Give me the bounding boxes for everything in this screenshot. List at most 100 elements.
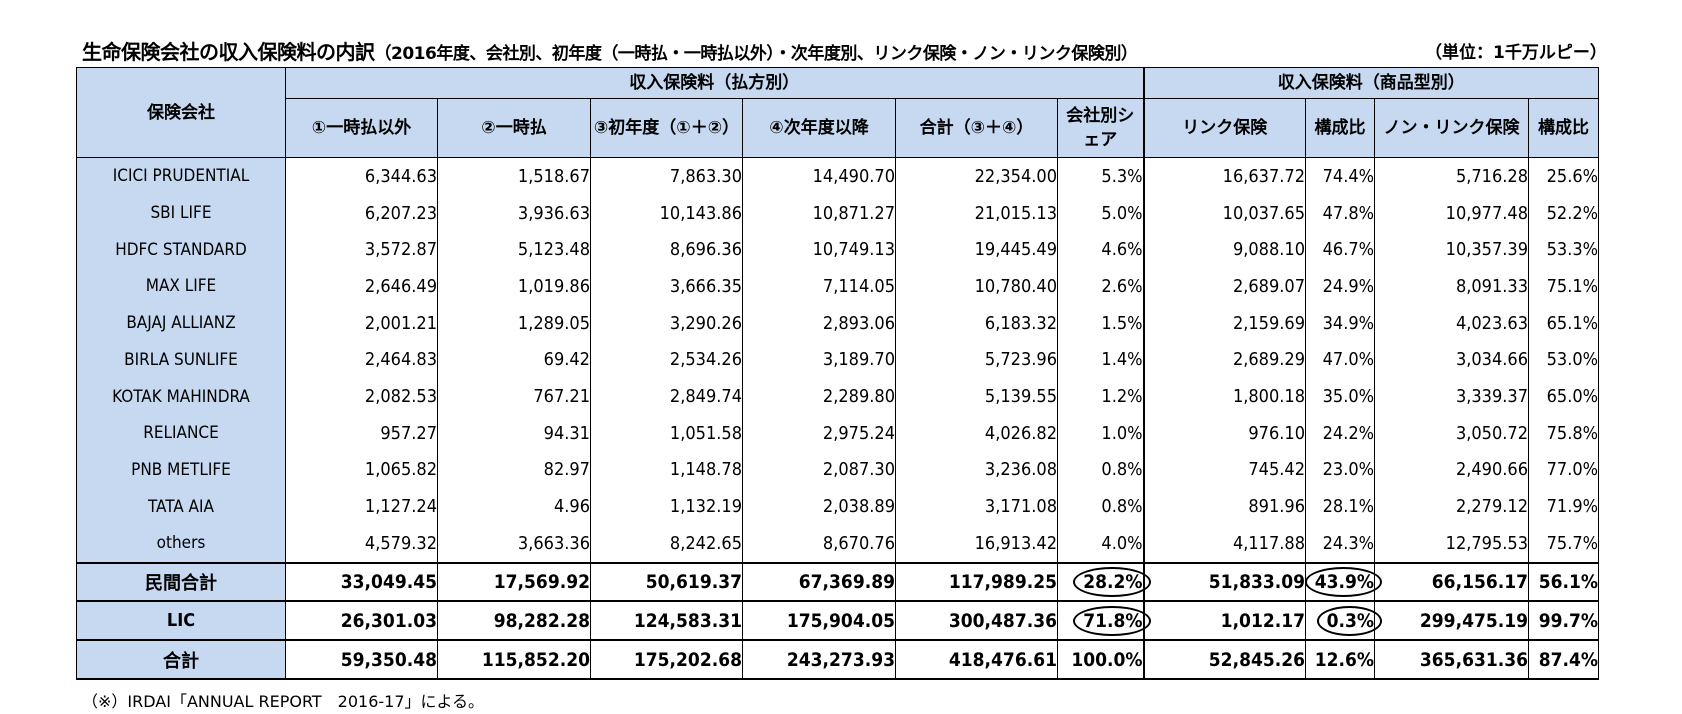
cell-c2: 82.97 <box>437 451 591 489</box>
cell-c6: 4.0% <box>1056 525 1145 563</box>
cell-c6: 0.8% <box>1056 488 1145 526</box>
cell-c7: 745.42 <box>1142 451 1307 489</box>
cell-c8: 12.6% <box>1305 639 1376 680</box>
cell-c3: 3,666.35 <box>590 268 743 305</box>
cell-c1: 2,001.21 <box>285 304 438 342</box>
cell-c2: 69.42 <box>437 341 591 379</box>
cell-c6: 1.0% <box>1056 414 1145 452</box>
cell-c1: 26,301.03 <box>285 600 438 642</box>
cell-c9: 4,023.63 <box>1374 304 1530 342</box>
cell-c3: 1,051.58 <box>590 414 743 452</box>
cell-c7: 2,159.69 <box>1142 304 1307 342</box>
cell-c2: 4.96 <box>437 488 591 526</box>
cell-c3: 2,534.26 <box>590 341 743 379</box>
cell-c4: 7,114.05 <box>742 268 896 305</box>
header-col-1-text: ①一時払以外 <box>311 118 412 138</box>
header-col-3-text: ③初年度（①＋②） <box>593 118 740 138</box>
cell-c7: 1,800.18 <box>1142 378 1307 415</box>
table-row: TATA AIA 1,127.24 4.96 1,132.19 2,038.89 3,17… <box>76 488 1600 526</box>
cell-c1: 1,127.24 <box>285 488 438 526</box>
table-row: BIRLA SUNLIFE 2,464.83 69.42 2,534.26 3,189.… <box>76 341 1600 379</box>
cell-c1: 2,464.83 <box>285 341 438 379</box>
row-company-name: SBI LIFE <box>76 194 286 232</box>
cell-c1: 59,350.48 <box>285 639 438 680</box>
premium-table: 保険会社 収入保険料（払方別） 収入保険料（商品型別） ①一時払以外 ②一時払 … <box>76 67 1600 680</box>
highlight-circle <box>1304 567 1383 598</box>
row-company-name: TATA AIA <box>76 488 286 526</box>
cell-c4: 3,189.70 <box>742 341 896 379</box>
row-company-name: MAX LIFE <box>76 268 286 305</box>
cell-c10: 52.2% <box>1528 194 1600 232</box>
cell-c6: 1.2% <box>1056 378 1145 415</box>
row-company-name: RELIANCE <box>76 414 286 452</box>
cell-c4: 175,904.05 <box>742 600 896 642</box>
cell-c4: 10,871.27 <box>742 194 896 232</box>
source-note: （※）IRDAI「ANNUAL REPORT 2016-17」による。 <box>82 692 485 711</box>
cell-c2: 98,282.28 <box>437 600 591 642</box>
circled-value: 0.3% <box>1316 605 1383 636</box>
table-row: others 4,579.32 3,663.36 8,242.65 8,670.76 16… <box>76 525 1600 563</box>
row-company-name: ICICI PRUDENTIAL <box>76 157 286 195</box>
cell-c10: 56.1% <box>1528 561 1600 603</box>
header-group-product: 収入保険料（商品型別） <box>1142 67 1600 99</box>
cell-c7: 10,037.65 <box>1142 194 1307 232</box>
cell-c7: 51,833.09 <box>1142 561 1307 603</box>
cell-c2: 5,123.48 <box>437 231 591 269</box>
cell-c8: 0.3% <box>1305 600 1383 642</box>
cell-c7: 976.10 <box>1142 414 1307 452</box>
circled-value: 28.2% <box>1073 567 1151 598</box>
header-col-8: 構成比 <box>1305 98 1376 158</box>
header-company: 保険会社 <box>76 67 286 158</box>
cell-c4: 2,038.89 <box>742 488 896 526</box>
cell-c8: 43.9% <box>1304 561 1383 603</box>
table-row: SBI LIFE 6,207.23 3,936.63 10,143.86 10,871.… <box>76 194 1600 232</box>
cell-c3: 50,619.37 <box>590 561 743 603</box>
table-row: ICICI PRUDENTIAL 6,344.63 1,518.67 7,863.30… <box>76 157 1600 195</box>
cell-c8: 24.2% <box>1305 414 1376 452</box>
cell-c9: 12,795.53 <box>1374 525 1530 563</box>
cell-c10: 65.1% <box>1528 304 1600 342</box>
header-group-payment: 収入保険料（払方別） <box>284 67 1145 99</box>
total-row: 合計 59,350.48 115,852.20 175,202.68 243,273.9… <box>76 639 1600 680</box>
cell-c6: 1.5% <box>1056 304 1145 342</box>
cell-c10: 75.7% <box>1528 525 1600 563</box>
cell-c7: 9,088.10 <box>1142 231 1307 269</box>
row-company-name: PNB METLIFE <box>76 451 286 489</box>
cell-c3: 1,132.19 <box>590 488 743 526</box>
cell-c7: 4,117.88 <box>1142 525 1307 563</box>
cell-c10: 99.7% <box>1528 600 1600 642</box>
cell-c2: 3,663.36 <box>437 525 591 563</box>
cell-c4: 2,975.24 <box>742 414 896 452</box>
cell-c1: 4,579.32 <box>285 525 438 563</box>
cell-c6: 5.0% <box>1056 194 1145 232</box>
cell-c9: 3,034.66 <box>1374 341 1530 379</box>
table-row: KOTAK MAHINDRA 2,082.53 767.21 2,849.74 2,28… <box>76 378 1600 415</box>
cell-c8: 47.0% <box>1305 341 1376 379</box>
cell-c8: 24.3% <box>1305 525 1376 563</box>
row-company-name: BAJAJ ALLIANZ <box>76 304 286 342</box>
table-body: ICICI PRUDENTIAL 6,344.63 1,518.67 7,863.30… <box>76 157 1600 680</box>
cell-c4: 2,893.06 <box>742 304 896 342</box>
cell-c5: 10,780.40 <box>895 268 1058 305</box>
cell-c8: 34.9% <box>1305 304 1376 342</box>
cell-c9: 66,156.17 <box>1374 561 1530 603</box>
cell-c7: 52,845.26 <box>1142 639 1307 680</box>
cell-c3: 2,849.74 <box>590 378 743 415</box>
title-main: 生命保険会社の収入保険料の内訳 <box>82 40 375 64</box>
cell-c5: 5,723.96 <box>895 341 1058 379</box>
cell-c5: 3,171.08 <box>895 488 1058 526</box>
header-col-5-text: 合計（③＋④） <box>919 118 1034 138</box>
cell-c7: 1,012.17 <box>1142 600 1307 642</box>
cell-c2: 1,289.05 <box>437 304 591 342</box>
header-col-4: ④次年度以降 <box>742 98 896 158</box>
header-col-10: 構成比 <box>1528 98 1600 158</box>
cell-c3: 7,863.30 <box>590 157 743 195</box>
cell-c1: 2,082.53 <box>285 378 438 415</box>
cell-c9: 2,279.12 <box>1374 488 1530 526</box>
header-col-6: 会社別シェア <box>1056 98 1145 158</box>
cell-c4: 8,670.76 <box>742 525 896 563</box>
cell-c10: 87.4% <box>1528 639 1600 680</box>
cell-c9: 8,091.33 <box>1374 268 1530 305</box>
cell-c10: 75.1% <box>1528 268 1600 305</box>
cell-c3: 175,202.68 <box>590 639 743 680</box>
